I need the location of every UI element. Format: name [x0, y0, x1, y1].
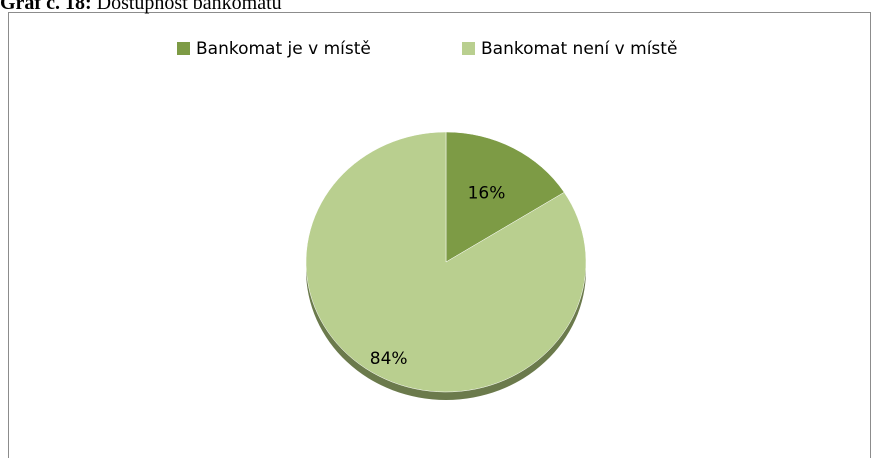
- data-label: 84%: [370, 349, 408, 369]
- chart-title: Dostupnost bankomatu: [97, 0, 282, 14]
- legend-label: Bankomat je v místě: [196, 39, 371, 59]
- pie-slice: [445, 131, 565, 263]
- legend-label: Bankomat není v místě: [481, 39, 677, 59]
- pie-slice: [305, 131, 587, 393]
- caption: Graf č. 18: Dostupnost bankomatu: [0, 0, 282, 14]
- legend-swatch: [177, 42, 190, 55]
- data-label: 16%: [468, 184, 506, 204]
- caption-label: Graf č. 18:: [0, 0, 92, 14]
- legend-swatch: [462, 42, 475, 55]
